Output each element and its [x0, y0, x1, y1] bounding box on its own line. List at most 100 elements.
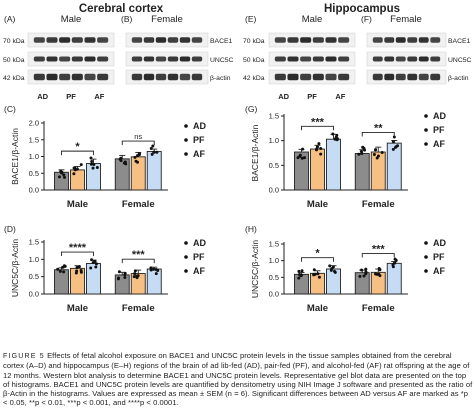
blot-band: [71, 73, 83, 81]
blot-strip: [366, 32, 447, 48]
bar-af: [326, 268, 341, 295]
kda-label: 42 kDa: [243, 75, 265, 82]
protein-label: β-actin: [448, 75, 469, 82]
bar-af: [326, 138, 341, 191]
data-point: [149, 147, 153, 151]
blot-band: [418, 73, 429, 81]
bar-pf: [70, 169, 85, 191]
blot-band: [287, 73, 299, 81]
chart-layer: (C) 0.0 0.5 1.0 1.5 2.0 BACE1/β-Actin Male * Fema…: [4, 104, 446, 314]
legend-marker: [184, 124, 188, 128]
blot-band: [407, 37, 418, 43]
data-point: [300, 269, 304, 273]
blot-group-title: Female: [390, 14, 422, 25]
blot-strip: [125, 32, 209, 48]
significance-mark: **: [374, 122, 383, 134]
data-point: [75, 266, 79, 270]
blot-band: [167, 37, 179, 43]
blot-band: [300, 73, 312, 81]
blot-band: [97, 56, 109, 62]
x-category-label: Female: [122, 199, 155, 210]
y-tick-label: 1.5: [29, 135, 39, 144]
blot-group-title: Female: [151, 14, 183, 25]
y-tick-label: 0.5: [29, 272, 39, 281]
data-point: [123, 275, 127, 279]
data-point: [380, 150, 384, 154]
data-point: [154, 272, 158, 276]
data-point: [360, 151, 364, 155]
panel-letter: (C): [4, 104, 16, 114]
data-point: [79, 163, 83, 167]
data-point: [297, 276, 301, 280]
lane-label: PF: [66, 92, 76, 101]
legend-marker: [184, 138, 188, 142]
data-point: [315, 145, 319, 149]
data-point: [73, 166, 77, 170]
y-tick-label: 0.0: [29, 186, 39, 195]
kda-label: 70 kDa: [243, 38, 265, 45]
data-point: [77, 265, 81, 269]
data-point: [319, 147, 323, 151]
data-point: [334, 135, 338, 139]
blot-band: [59, 73, 71, 81]
protein-label: UNC5C: [210, 57, 234, 64]
blot-band: [395, 73, 406, 81]
blot-layer: (A) Male 70 kDa 50 kDa 42 kDa AD PF AF (B) Female…: [3, 14, 472, 101]
legend-marker: [184, 241, 188, 245]
x-category-label: Male: [67, 303, 88, 314]
significance-mark: *: [315, 248, 320, 260]
panel-letter: (D): [4, 224, 16, 234]
blot-band: [384, 37, 395, 43]
blot-band: [384, 56, 395, 62]
lane-label: PF: [307, 92, 317, 101]
blot-band: [191, 56, 203, 62]
blot-band: [33, 73, 45, 81]
y-tick-label: 1.5: [29, 238, 39, 247]
panel-letter: (B): [121, 14, 133, 24]
legend-label: AF: [433, 266, 445, 276]
legend-marker: [184, 269, 188, 273]
significance-mark: *: [75, 141, 80, 153]
data-point: [300, 156, 304, 160]
y-axis-label: BACE1/β-Actin: [250, 124, 260, 181]
legend-marker: [424, 255, 428, 259]
data-point: [91, 166, 95, 170]
bar-chart: (D) 0.0 0.5 1.0 1.5 UNC5C/β-Actin Male **** Fema…: [4, 224, 206, 314]
data-point: [358, 274, 362, 278]
y-tick-label: 1.5: [269, 240, 279, 249]
data-point: [152, 267, 156, 271]
blot-band: [418, 56, 429, 62]
bar-ad: [114, 158, 130, 191]
blot-strip: [268, 51, 356, 67]
data-point: [133, 272, 137, 276]
data-point: [89, 156, 93, 160]
legend-label: PF: [433, 125, 445, 135]
blot-band: [33, 37, 45, 43]
lane-label: AD: [278, 92, 289, 101]
legend-label: AF: [193, 149, 205, 159]
panel-letter: (F): [361, 14, 372, 24]
blot-strip: [268, 69, 356, 85]
bar-ad: [54, 269, 69, 295]
blot-band: [46, 37, 58, 43]
significance-mark: ****: [69, 242, 87, 254]
significance-bracket: [61, 150, 94, 156]
data-point: [62, 173, 66, 177]
data-point: [118, 157, 122, 161]
data-point: [328, 264, 332, 268]
kda-label: 42 kDa: [3, 75, 25, 82]
data-point: [72, 172, 76, 176]
y-tick-label: 0.0: [269, 186, 279, 195]
blot-band: [179, 73, 191, 81]
protein-label: BACE1: [448, 38, 471, 45]
blot-band: [325, 73, 337, 81]
legend-label: AD: [193, 238, 206, 248]
legend-label: AD: [193, 121, 206, 131]
data-point: [149, 268, 153, 272]
data-point: [59, 169, 63, 173]
legend-marker: [184, 255, 188, 259]
panel-letter: (E): [245, 14, 257, 24]
blot-band: [167, 73, 179, 81]
panel-letter: (G): [245, 104, 257, 114]
legend-label: AD: [433, 111, 446, 121]
